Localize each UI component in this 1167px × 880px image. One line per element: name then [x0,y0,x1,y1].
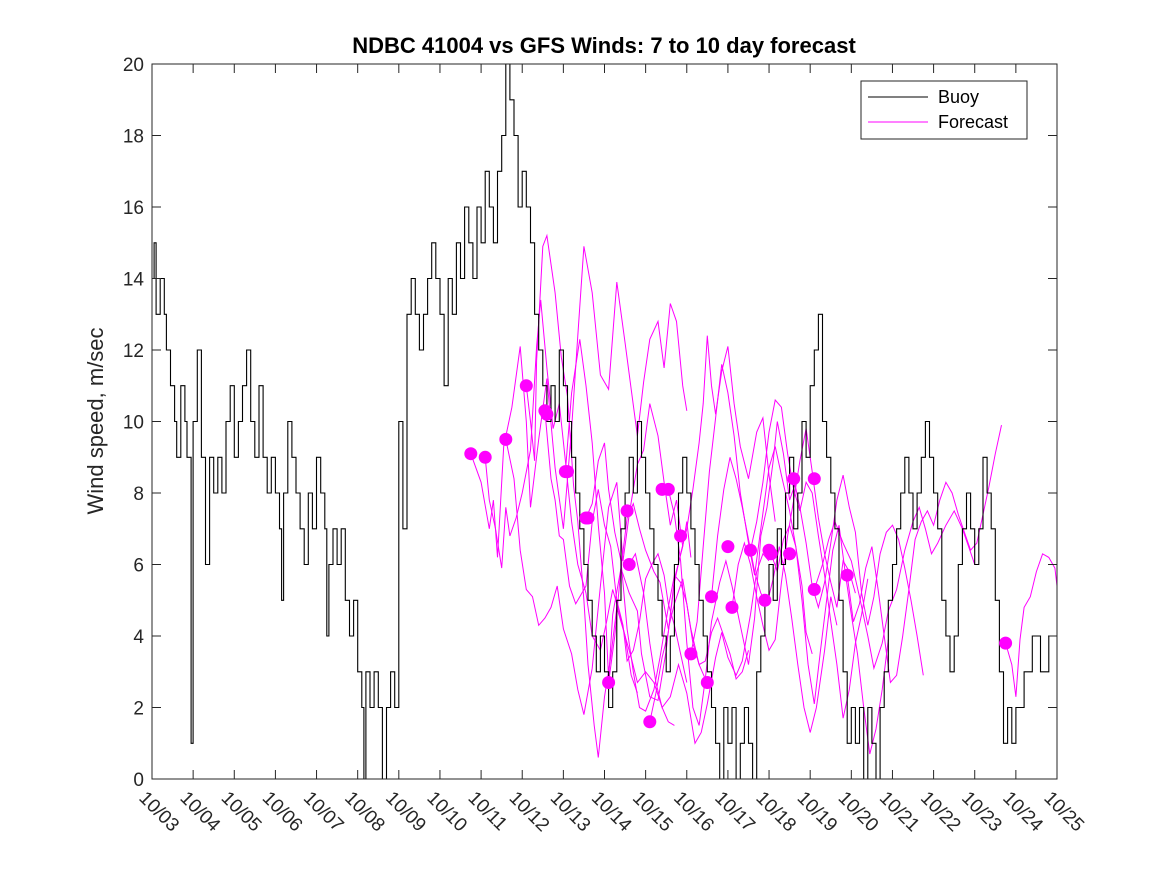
forecast-marker-25 [700,676,714,689]
forecast-line-3 [505,403,684,715]
forecast-marker-21 [620,504,634,518]
forecast-marker-15 [744,543,757,557]
legend: Buoy Forecast [860,80,1028,140]
y-tick-label-14: 14 [123,270,145,291]
forecast-line-4 [525,233,675,758]
forecast-line-19 [846,424,1002,684]
legend-box [860,80,1028,140]
forecast-line-18 [813,505,976,671]
plot-area: 0246810121416182010/0310/0410/0510/0610/… [123,55,1088,836]
chart-title: NDBC 41004 vs GFS Winds: 7 to 10 day for… [352,33,856,58]
forecast-marker-27 [762,543,776,557]
forecast-line-5 [544,410,688,683]
forecast-line-15 [750,398,869,719]
y-tick-label-2: 2 [133,699,144,720]
forecast-line-11 [667,421,797,726]
y-tick-label-10: 10 [123,413,144,434]
legend-label-buoy: Buoy [938,87,979,107]
forecast-marker-18 [807,583,821,596]
y-tick-label-6: 6 [133,556,144,577]
forecast-marker-4 [519,379,533,393]
forecast-line-2 [484,299,638,694]
forecast-marker-8 [602,676,616,689]
y-tick-label-0: 0 [133,770,144,791]
forecast-marker-1 [464,447,478,461]
forecast-marker-23 [561,465,574,479]
forecast-line-20 [1005,553,1057,697]
forecast-marker-30 [758,593,772,607]
forecast-line-10 [649,335,776,722]
forecast-marker-31 [674,529,688,543]
y-tick-label-4: 4 [133,627,144,648]
forecast-marker-29 [807,472,821,486]
forecast-line-9 [628,552,770,745]
forecast-marker-13 [705,590,718,604]
forecast-marker-28 [783,547,797,561]
forecast-marker-14 [725,600,739,614]
forecast-marker-22 [581,511,595,525]
forecast-line-12 [690,364,813,655]
forecast-marker-3 [499,432,513,446]
forecast-marker-9 [622,558,636,571]
legend-label-forecast: Forecast [938,112,1008,132]
forecast-marker-12 [684,647,698,661]
y-axis-label: Wind speed, m/sec [83,327,108,514]
forecast-marker-2 [478,450,492,464]
forecast-marker-32 [655,482,669,496]
forecast-marker-24 [540,407,554,421]
forecast-marker-17 [787,472,801,486]
buoy-line [152,64,1057,779]
y-tick-label-18: 18 [123,127,144,148]
forecast-marker-20 [999,636,1013,650]
y-tick-label-20: 20 [123,55,144,76]
forecast-line-16 [770,523,889,755]
forecast-marker-10 [643,715,657,729]
forecast-marker-26 [721,540,735,554]
y-tick-label-12: 12 [123,341,144,362]
forecast-line-17 [793,474,924,676]
y-tick-label-16: 16 [123,198,144,219]
forecast-marker-19 [840,568,854,582]
y-tick-label-8: 8 [133,484,144,505]
